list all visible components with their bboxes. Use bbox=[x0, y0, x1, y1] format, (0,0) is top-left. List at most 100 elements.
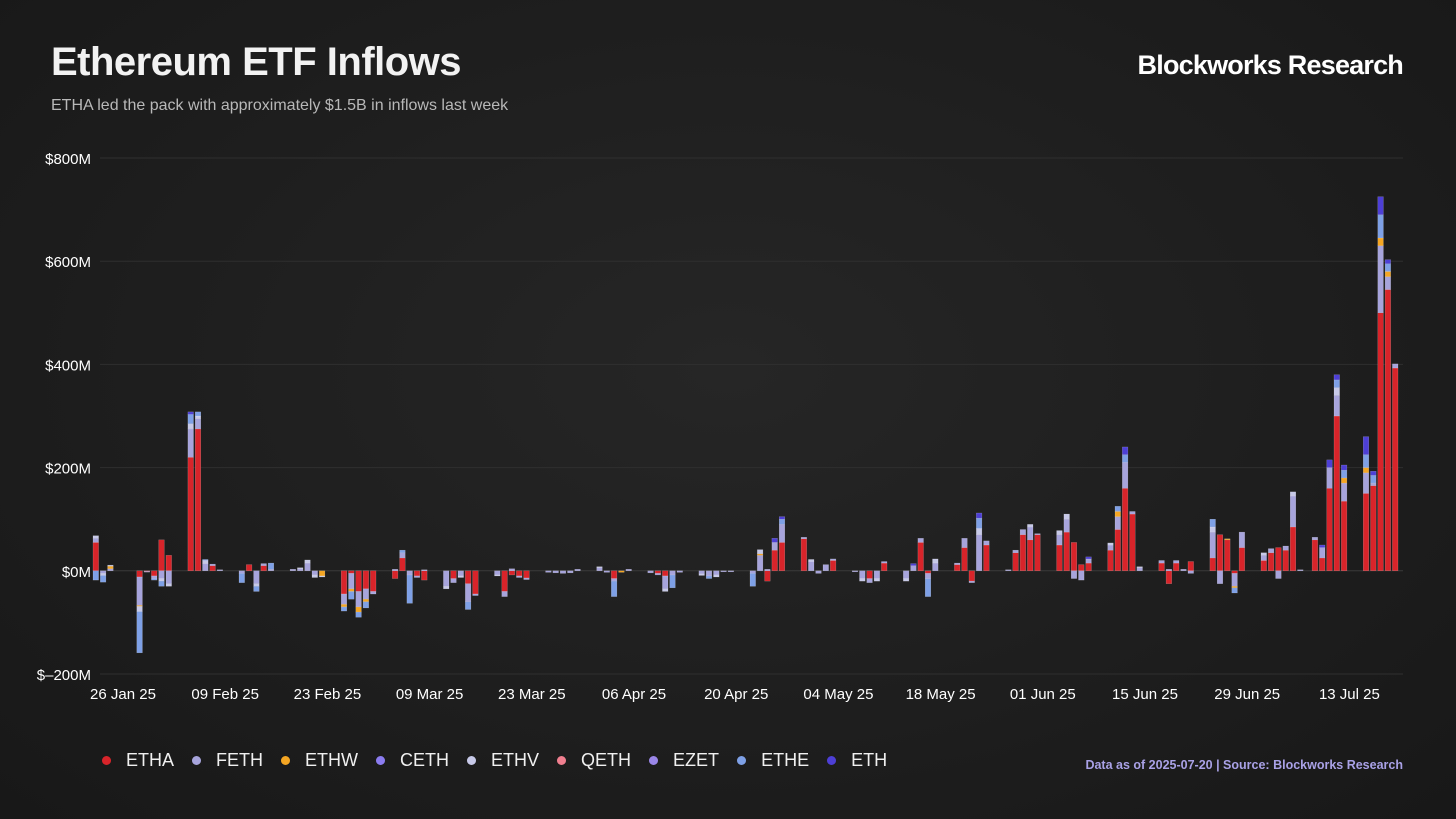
bar-segment-etha bbox=[1289, 526, 1296, 572]
bar-segment-feth bbox=[1070, 570, 1077, 579]
bar-segment-etha bbox=[1173, 562, 1180, 571]
legend-label: ETHE bbox=[761, 750, 810, 770]
bar-segment-feth bbox=[304, 562, 311, 571]
bar-segment-feth bbox=[238, 570, 245, 574]
bar-segment-ethv bbox=[1136, 566, 1143, 568]
legend-label: ETHV bbox=[491, 750, 540, 770]
bar-segment-ethv bbox=[1027, 524, 1034, 528]
bar-segment-ethv bbox=[158, 578, 165, 582]
bar-segment-feth bbox=[954, 562, 961, 565]
chart-legend: ETHA FETH ETHW CETH ETHV QETH EZET ETHE ETH bbox=[102, 750, 905, 771]
legend-item-ethe: ETHE bbox=[737, 750, 809, 771]
legend-dot-icon bbox=[376, 756, 386, 765]
x-tick-label: 04 May 25 bbox=[803, 686, 873, 703]
bar-segment-etha bbox=[151, 570, 158, 577]
bar-segment-etha bbox=[925, 570, 932, 574]
bar-segment-feth bbox=[523, 577, 530, 580]
y-tick-label: $800M bbox=[45, 151, 91, 168]
bar-segment-etha bbox=[800, 538, 807, 571]
bar-segment-feth bbox=[961, 538, 968, 548]
legend-item-ceth: CETH bbox=[376, 750, 449, 771]
bar-segment-feth bbox=[187, 428, 194, 458]
bar-segment-eth bbox=[779, 516, 786, 520]
bar-segment-feth bbox=[1289, 495, 1296, 528]
bar-segment-eth bbox=[976, 512, 983, 519]
bar-segment-ethe bbox=[268, 562, 275, 570]
bar-segment-feth bbox=[706, 570, 713, 577]
bar-segment-ethv bbox=[1209, 526, 1216, 533]
bar-segment-feth bbox=[822, 564, 829, 571]
bar-segment-etha bbox=[917, 542, 924, 571]
bar-segment-etha bbox=[1224, 539, 1231, 572]
bar-segment-ethe bbox=[202, 559, 209, 561]
bar-segment-ethv bbox=[1333, 387, 1340, 396]
bar-segment-etha bbox=[392, 570, 399, 579]
bar-segment-etha bbox=[1231, 570, 1238, 574]
bar-segment-feth bbox=[676, 570, 683, 573]
bar-segment-feth bbox=[1268, 548, 1275, 553]
bar-segment-ethv bbox=[311, 574, 318, 578]
bar-segment-feth bbox=[443, 570, 450, 587]
bar-segment-feth bbox=[143, 571, 150, 573]
bar-segment-ethe bbox=[1231, 587, 1238, 594]
legend-dot-icon bbox=[557, 756, 567, 765]
bar-segment-ethw bbox=[355, 606, 362, 613]
chart-subtitle: ETHA led the pack with approximately $1.… bbox=[51, 97, 509, 114]
bar-segment-etha bbox=[1377, 312, 1384, 571]
bar-segment-etha bbox=[968, 570, 975, 582]
bar-segment-etha bbox=[1158, 562, 1165, 571]
bar-segment-ethw bbox=[348, 588, 355, 592]
y-tick-label: $400M bbox=[45, 357, 91, 374]
bar-segment-feth bbox=[457, 570, 464, 577]
bar-segment-feth bbox=[873, 570, 880, 579]
bar-segment-etha bbox=[1070, 542, 1077, 571]
bar-segment-etha bbox=[1268, 552, 1275, 571]
x-tick-label: 15 Jun 25 bbox=[1112, 686, 1178, 703]
bar-segment-etha bbox=[1282, 549, 1289, 571]
bar-segment-ethv bbox=[1260, 552, 1267, 556]
bar-segment-ethv bbox=[713, 574, 720, 578]
y-tick-label: $600M bbox=[45, 254, 91, 271]
bar-segment-feth bbox=[421, 569, 428, 572]
bar-segment-ethe bbox=[406, 574, 413, 604]
bar-segment-etha bbox=[1333, 415, 1340, 572]
bar-segment-ethe bbox=[158, 580, 165, 587]
bar-segment-ethv bbox=[443, 586, 450, 590]
bar-segment-feth bbox=[1027, 526, 1034, 541]
x-tick-label: 09 Feb 25 bbox=[191, 686, 259, 703]
bar-segment-etha bbox=[881, 562, 888, 571]
legend-item-ethv: ETHV bbox=[467, 750, 539, 771]
bar-segment-etha bbox=[1027, 539, 1034, 572]
bar-segment-ethw bbox=[341, 604, 348, 608]
bar-segment-etha bbox=[961, 547, 968, 572]
bar-segment-ethe bbox=[706, 575, 713, 579]
bar-segment-feth bbox=[1107, 544, 1114, 551]
bar-segment-feth bbox=[1326, 467, 1333, 489]
bar-segment-ethe bbox=[1370, 475, 1377, 484]
bar-segment-etha bbox=[260, 565, 267, 572]
bar-segment-etha bbox=[1122, 488, 1129, 571]
bar-segment-eth bbox=[1341, 464, 1348, 471]
bar-segment-feth bbox=[107, 568, 114, 572]
bar-segment-feth bbox=[764, 569, 771, 572]
bar-segment-feth bbox=[662, 575, 669, 590]
bar-segment-feth bbox=[216, 569, 223, 572]
bar-segment-etha bbox=[1107, 549, 1114, 571]
bar-segment-feth bbox=[669, 570, 676, 576]
bar-segment-ethw bbox=[362, 598, 369, 602]
bar-segment-feth bbox=[1187, 570, 1194, 574]
bar-segment-feth bbox=[1238, 531, 1245, 548]
bar-segment-feth bbox=[151, 575, 158, 579]
bar-segment-etha bbox=[501, 570, 508, 592]
bar-segment-feth bbox=[757, 555, 764, 572]
bar-segment-etha bbox=[516, 570, 523, 577]
legend-label: QETH bbox=[581, 750, 632, 770]
bar-segment-feth bbox=[1173, 560, 1180, 564]
bar-segment-etha bbox=[1370, 485, 1377, 572]
bar-segment-eth bbox=[1085, 556, 1092, 560]
bar-segment-ethe bbox=[779, 519, 786, 525]
bar-segment-ethv bbox=[187, 423, 194, 430]
bar-segment-feth bbox=[414, 575, 421, 578]
bar-segment-feth bbox=[158, 570, 165, 579]
bar-segment-eth bbox=[1333, 374, 1340, 381]
